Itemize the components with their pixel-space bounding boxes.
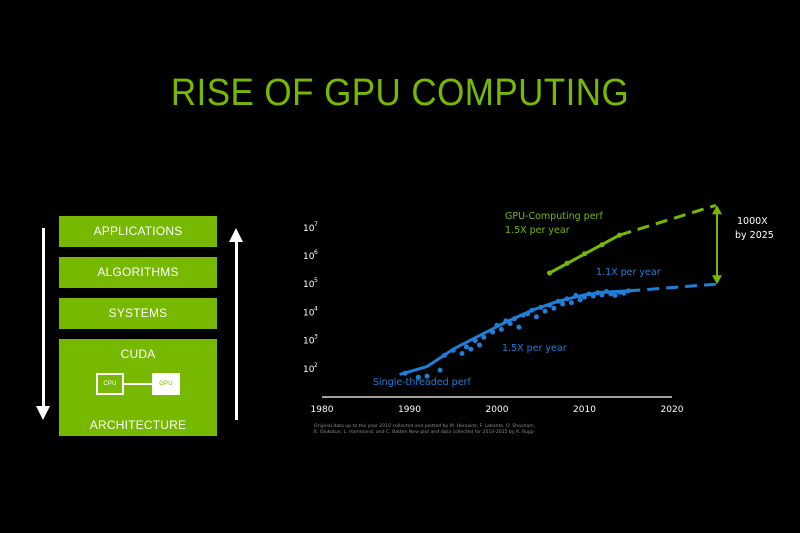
cpu-data-point — [520, 312, 526, 318]
cpu-data-point — [595, 290, 601, 296]
gpu-series-label: GPU-Computing perf — [505, 211, 603, 222]
cpu-chip-icon: CPU — [96, 373, 124, 395]
cpu-data-point — [573, 292, 579, 298]
cpu-data-point — [516, 324, 522, 330]
cpu-projection-line — [628, 282, 716, 293]
cpu-data-point — [538, 304, 544, 310]
cpu-data-point — [450, 347, 456, 353]
cpu-data-point — [442, 352, 447, 358]
cpu-data-point — [568, 300, 574, 306]
cpu-data-point — [494, 322, 500, 328]
gap-arrow-down-icon — [712, 275, 722, 285]
y-tick-label: 10 — [303, 337, 315, 347]
cpu-early-rate-label: 1.5X per year — [502, 343, 567, 354]
cpu-data-point — [582, 294, 587, 300]
cpu-data-point — [625, 288, 631, 294]
cpu-data-point — [507, 321, 513, 327]
gpu-chip-label: GPU — [159, 381, 173, 387]
x-tick-label: 1990 — [398, 405, 421, 415]
x-tick-label: 1980 — [311, 405, 334, 415]
cpu-data-point — [590, 293, 596, 299]
gpu-data-point — [617, 232, 622, 238]
cpu-data-point — [533, 314, 539, 320]
layer-applications: APPLICATIONS — [59, 216, 217, 247]
y-tick-label: 10 — [303, 365, 315, 375]
cpu-late-rate-label: 1.1X per year — [596, 267, 661, 278]
cpu-data-point — [503, 318, 509, 324]
cpu-data-point — [498, 326, 504, 332]
gap-label-line-2: by 2025 — [735, 230, 774, 241]
cpu-data-point — [617, 289, 622, 295]
cpu-data-point — [525, 311, 531, 317]
cpu-data-point — [463, 344, 469, 350]
slide-title: RISE OF GPU COMPUTING — [170, 72, 630, 114]
y-tick-exponent: 3 — [314, 334, 318, 341]
cpu-series-label: Single-threaded perf — [373, 377, 471, 388]
cpu-chip-label: CPU — [103, 381, 117, 387]
cpu-data-point — [472, 338, 478, 344]
gpu-data-point — [599, 242, 605, 248]
cpu-data-point — [481, 334, 487, 340]
cpu-data-point — [586, 291, 592, 297]
cpu-data-point — [542, 308, 548, 314]
credit-line-2: K. Olukotun, L. Hammond, and C. Batten N… — [314, 430, 534, 435]
cpu-data-point — [402, 370, 408, 376]
gpu-projection-line — [619, 203, 717, 237]
y-tick-exponent: 7 — [314, 221, 318, 228]
cpu-data-point — [612, 292, 618, 298]
gpu-data-point — [564, 260, 570, 266]
data-credit: Original data up to the year 2010 collec… — [314, 424, 634, 436]
cpu-data-point — [529, 307, 535, 313]
y-tick-exponent: 4 — [314, 305, 318, 312]
down-arrow-shaft — [42, 228, 45, 408]
cpu-data-point — [468, 346, 474, 352]
cpu-data-point — [551, 305, 557, 311]
cpu-data-point — [577, 297, 583, 303]
cpu-data-point — [459, 351, 465, 356]
y-tick-label: 10 — [303, 280, 315, 290]
y-tick-exponent: 6 — [314, 249, 318, 256]
y-tick-exponent: 2 — [314, 362, 318, 369]
cpu-data-point — [603, 289, 609, 294]
cpu-trend-line — [399, 289, 630, 376]
x-tick-label: 2020 — [661, 405, 684, 415]
cpu-data-point — [512, 316, 517, 322]
credit-line-1: Original data up to the year 2010 collec… — [314, 424, 536, 429]
y-tick-label: 10 — [303, 308, 315, 318]
layer-cuda-architecture: CUDA CPU GPU ARCHITECTURE — [59, 339, 217, 436]
cpu-data-point — [437, 367, 443, 373]
up-arrow-icon — [229, 228, 243, 242]
architecture-label: ARCHITECTURE — [89, 418, 187, 432]
x-tick-label: 2010 — [573, 405, 596, 415]
layer-algorithms: ALGORITHMS — [59, 257, 217, 288]
gpu-rate-label: 1.5X per year — [505, 225, 570, 236]
up-arrow-shaft — [235, 240, 238, 420]
down-arrow-icon — [36, 406, 50, 420]
cpu-data-point — [547, 302, 552, 308]
cpu-data-point — [477, 342, 482, 348]
y-tick-exponent: 5 — [314, 277, 318, 284]
chip-connector — [124, 383, 152, 385]
gpu-data-point — [582, 251, 587, 257]
cpu-data-point — [599, 292, 605, 298]
cpu-data-point — [490, 329, 496, 335]
cuda-label: CUDA — [120, 347, 156, 361]
cpu-data-point — [415, 374, 421, 380]
y-tick-label: 10 — [303, 224, 315, 234]
y-tick-label: 10 — [303, 252, 315, 262]
cpu-data-point — [564, 296, 570, 302]
gap-label-line-1: 1000X — [737, 216, 768, 227]
cpu-data-point — [621, 290, 627, 296]
cpu-data-point — [555, 298, 561, 304]
cpu-data-point — [424, 373, 430, 379]
gap-arrow-up-icon — [712, 205, 722, 215]
layer-systems: SYSTEMS — [59, 298, 217, 329]
cpu-data-point — [560, 301, 566, 307]
gpu-data-point — [547, 270, 552, 276]
software-stack: APPLICATIONS ALGORITHMS SYSTEMS CUDA CPU… — [0, 0, 260, 533]
gpu-chip-icon: GPU — [152, 373, 180, 395]
x-tick-label: 2000 — [486, 405, 509, 415]
cpu-data-point — [608, 291, 614, 297]
